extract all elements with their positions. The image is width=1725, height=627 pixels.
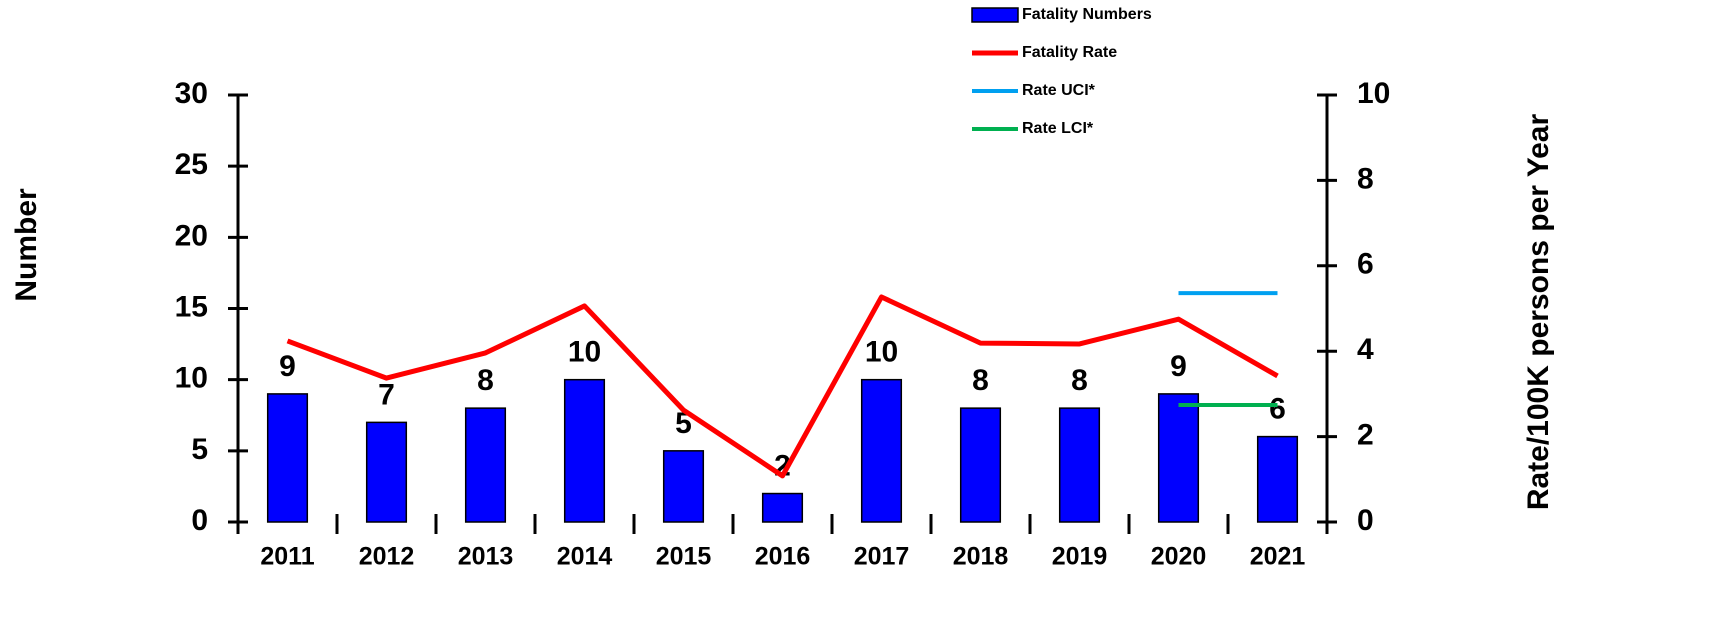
y-axis-title: Number [10,188,43,302]
data-label: 9 [1170,350,1187,383]
bar [365,421,408,523]
y2-tick-label: 10 [1357,77,1390,110]
legend-swatch [971,7,1019,23]
legend-label: Rate LCI* [1022,120,1094,137]
y-tick-label: 25 [175,148,208,181]
y-tick-label: 0 [191,504,208,537]
x-tick-label: 2021 [1250,543,1306,571]
data-label: 8 [477,364,494,397]
legend-label: Fatality Rate [1022,44,1117,61]
data-label: 7 [378,378,395,411]
bar [662,450,705,523]
y2-tick-label: 6 [1357,248,1374,281]
y-tick-label: 5 [191,433,208,466]
y2-axis-title: Rate/100K persons per Year [1522,114,1555,511]
bar [1058,407,1101,523]
x-tick-label: 2015 [656,543,712,571]
x-tick-label: 2014 [557,543,613,571]
y2-tick-label: 2 [1357,419,1374,452]
bar [1256,435,1299,523]
x-tick-label: 2020 [1151,543,1207,571]
data-label: 8 [1071,364,1088,397]
bar [959,407,1002,523]
x-tick-label: 2016 [755,543,811,571]
bar [563,378,606,523]
legend-label: Rate UCI* [1022,82,1096,99]
bar [761,492,804,523]
line [286,294,1279,479]
x-tick-label: 2012 [359,543,415,571]
data-label: 8 [972,364,989,397]
data-label: 10 [865,336,898,369]
y-tick-label: 20 [175,219,208,252]
data-label: 6 [1269,393,1286,426]
bar [266,393,309,523]
bar [464,407,507,523]
y2-tick-label: 8 [1357,162,1374,195]
y2-tick-label: 0 [1357,504,1374,537]
legend-label: Fatality Numbers [1022,6,1152,23]
y2-tick-label: 4 [1357,333,1374,366]
bar [860,378,903,523]
x-tick-label: 2011 [260,543,314,571]
data-label: 9 [279,350,296,383]
y-tick-label: 15 [175,290,208,323]
y-tick-label: 10 [175,362,208,395]
y-tick-label: 30 [175,77,208,110]
x-tick-label: 2017 [854,543,910,571]
bar [1157,393,1200,523]
data-label: 10 [568,336,601,369]
x-tick-label: 2018 [953,543,1009,571]
x-tick-label: 2013 [458,543,514,571]
x-tick-label: 2019 [1052,543,1108,571]
